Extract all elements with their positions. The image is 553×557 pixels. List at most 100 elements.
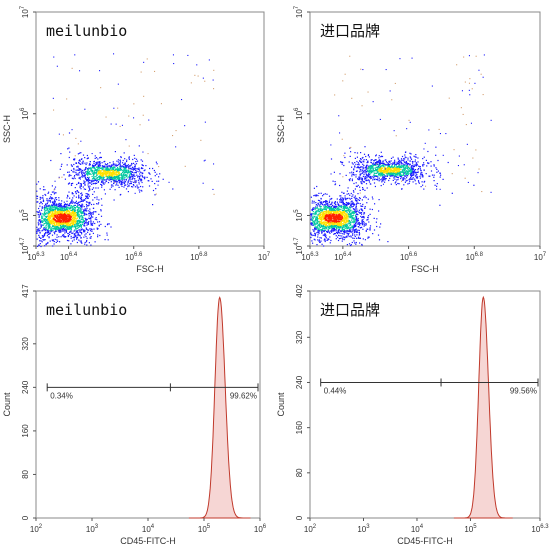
event-point: [333, 212, 335, 214]
event-point: [78, 181, 80, 184]
event-point: [108, 170, 110, 172]
event-point: [127, 166, 129, 168]
event-point: [349, 224, 351, 226]
event-point: [335, 219, 337, 221]
event-point: [340, 215, 342, 217]
event-point: [350, 151, 352, 153]
event-point: [75, 217, 77, 219]
event-point: [402, 171, 404, 173]
event-point: [112, 174, 114, 176]
event-point: [357, 226, 359, 228]
event-point: [92, 165, 95, 168]
event-point: [324, 239, 326, 241]
event-point: [344, 224, 346, 226]
event-point: [57, 205, 59, 208]
event-point: [62, 209, 64, 212]
event-point: [67, 171, 69, 173]
event-point: [71, 213, 73, 215]
event-point: [326, 206, 328, 208]
event-point: [337, 220, 340, 222]
event-point: [87, 174, 89, 176]
event-point: [341, 201, 343, 204]
event-point: [329, 225, 331, 227]
event-point: [361, 213, 363, 215]
event-point: [58, 211, 61, 213]
event-point: [36, 230, 38, 233]
event-point: [77, 223, 79, 225]
event-point: [321, 243, 323, 245]
event-point: [143, 170, 145, 172]
event-point: [116, 176, 118, 178]
event-point: [366, 219, 368, 221]
event-point: [66, 214, 68, 216]
event-point: [322, 224, 324, 226]
event-point: [347, 213, 349, 215]
event-point: [123, 175, 125, 177]
event-point: [355, 206, 357, 208]
event-point: [41, 241, 43, 243]
event-point: [60, 224, 62, 226]
event-point: [64, 219, 66, 221]
event-point: [330, 212, 332, 214]
event-point: [345, 227, 347, 229]
event-point: [419, 166, 421, 168]
event-point: [89, 233, 91, 236]
event-point: [119, 173, 121, 175]
event-point: [50, 221, 52, 224]
event-point: [49, 223, 51, 225]
event-point: [96, 198, 98, 200]
event-point: [50, 205, 52, 207]
event-point: [364, 195, 366, 197]
event-point: [69, 216, 71, 218]
event-point: [107, 168, 109, 170]
event-point: [65, 206, 67, 208]
event-point: [319, 229, 321, 231]
event-point: [332, 229, 334, 231]
event-point: [67, 207, 69, 209]
event-point: [100, 223, 102, 225]
outlier-point: [212, 79, 214, 81]
event-point: [101, 173, 103, 175]
event-point: [94, 178, 96, 180]
event-point: [315, 216, 317, 218]
event-point: [338, 217, 340, 219]
event-point: [98, 176, 100, 178]
event-point: [346, 204, 348, 206]
event-point: [311, 234, 313, 236]
event-point: [372, 233, 374, 235]
event-point: [51, 230, 53, 232]
event-point: [48, 219, 50, 221]
event-point: [354, 219, 356, 221]
event-point: [315, 214, 317, 216]
event-point: [326, 221, 328, 223]
event-point: [349, 213, 351, 215]
event-point: [361, 222, 363, 224]
event-point: [101, 186, 103, 188]
event-point: [94, 168, 96, 170]
event-point: [84, 241, 86, 244]
event-point: [71, 205, 73, 207]
event-point: [45, 205, 47, 207]
event-point: [89, 201, 91, 203]
event-point: [317, 234, 319, 236]
event-point: [74, 201, 76, 204]
event-point: [53, 200, 55, 203]
event-point: [354, 226, 356, 228]
event-point: [75, 226, 77, 228]
event-point: [317, 218, 319, 220]
outlier-point: [208, 59, 210, 61]
event-point: [329, 230, 331, 232]
event-point: [42, 199, 44, 201]
event-point: [41, 218, 43, 220]
event-point: [42, 217, 44, 219]
event-point: [352, 194, 354, 196]
event-point: [110, 176, 112, 178]
event-point: [84, 184, 86, 186]
outlier-point: [172, 135, 174, 137]
event-point: [352, 205, 354, 207]
event-point: [55, 213, 57, 215]
event-point: [310, 232, 312, 234]
event-point: [99, 234, 101, 237]
event-point: [361, 216, 363, 219]
event-point: [106, 170, 108, 172]
